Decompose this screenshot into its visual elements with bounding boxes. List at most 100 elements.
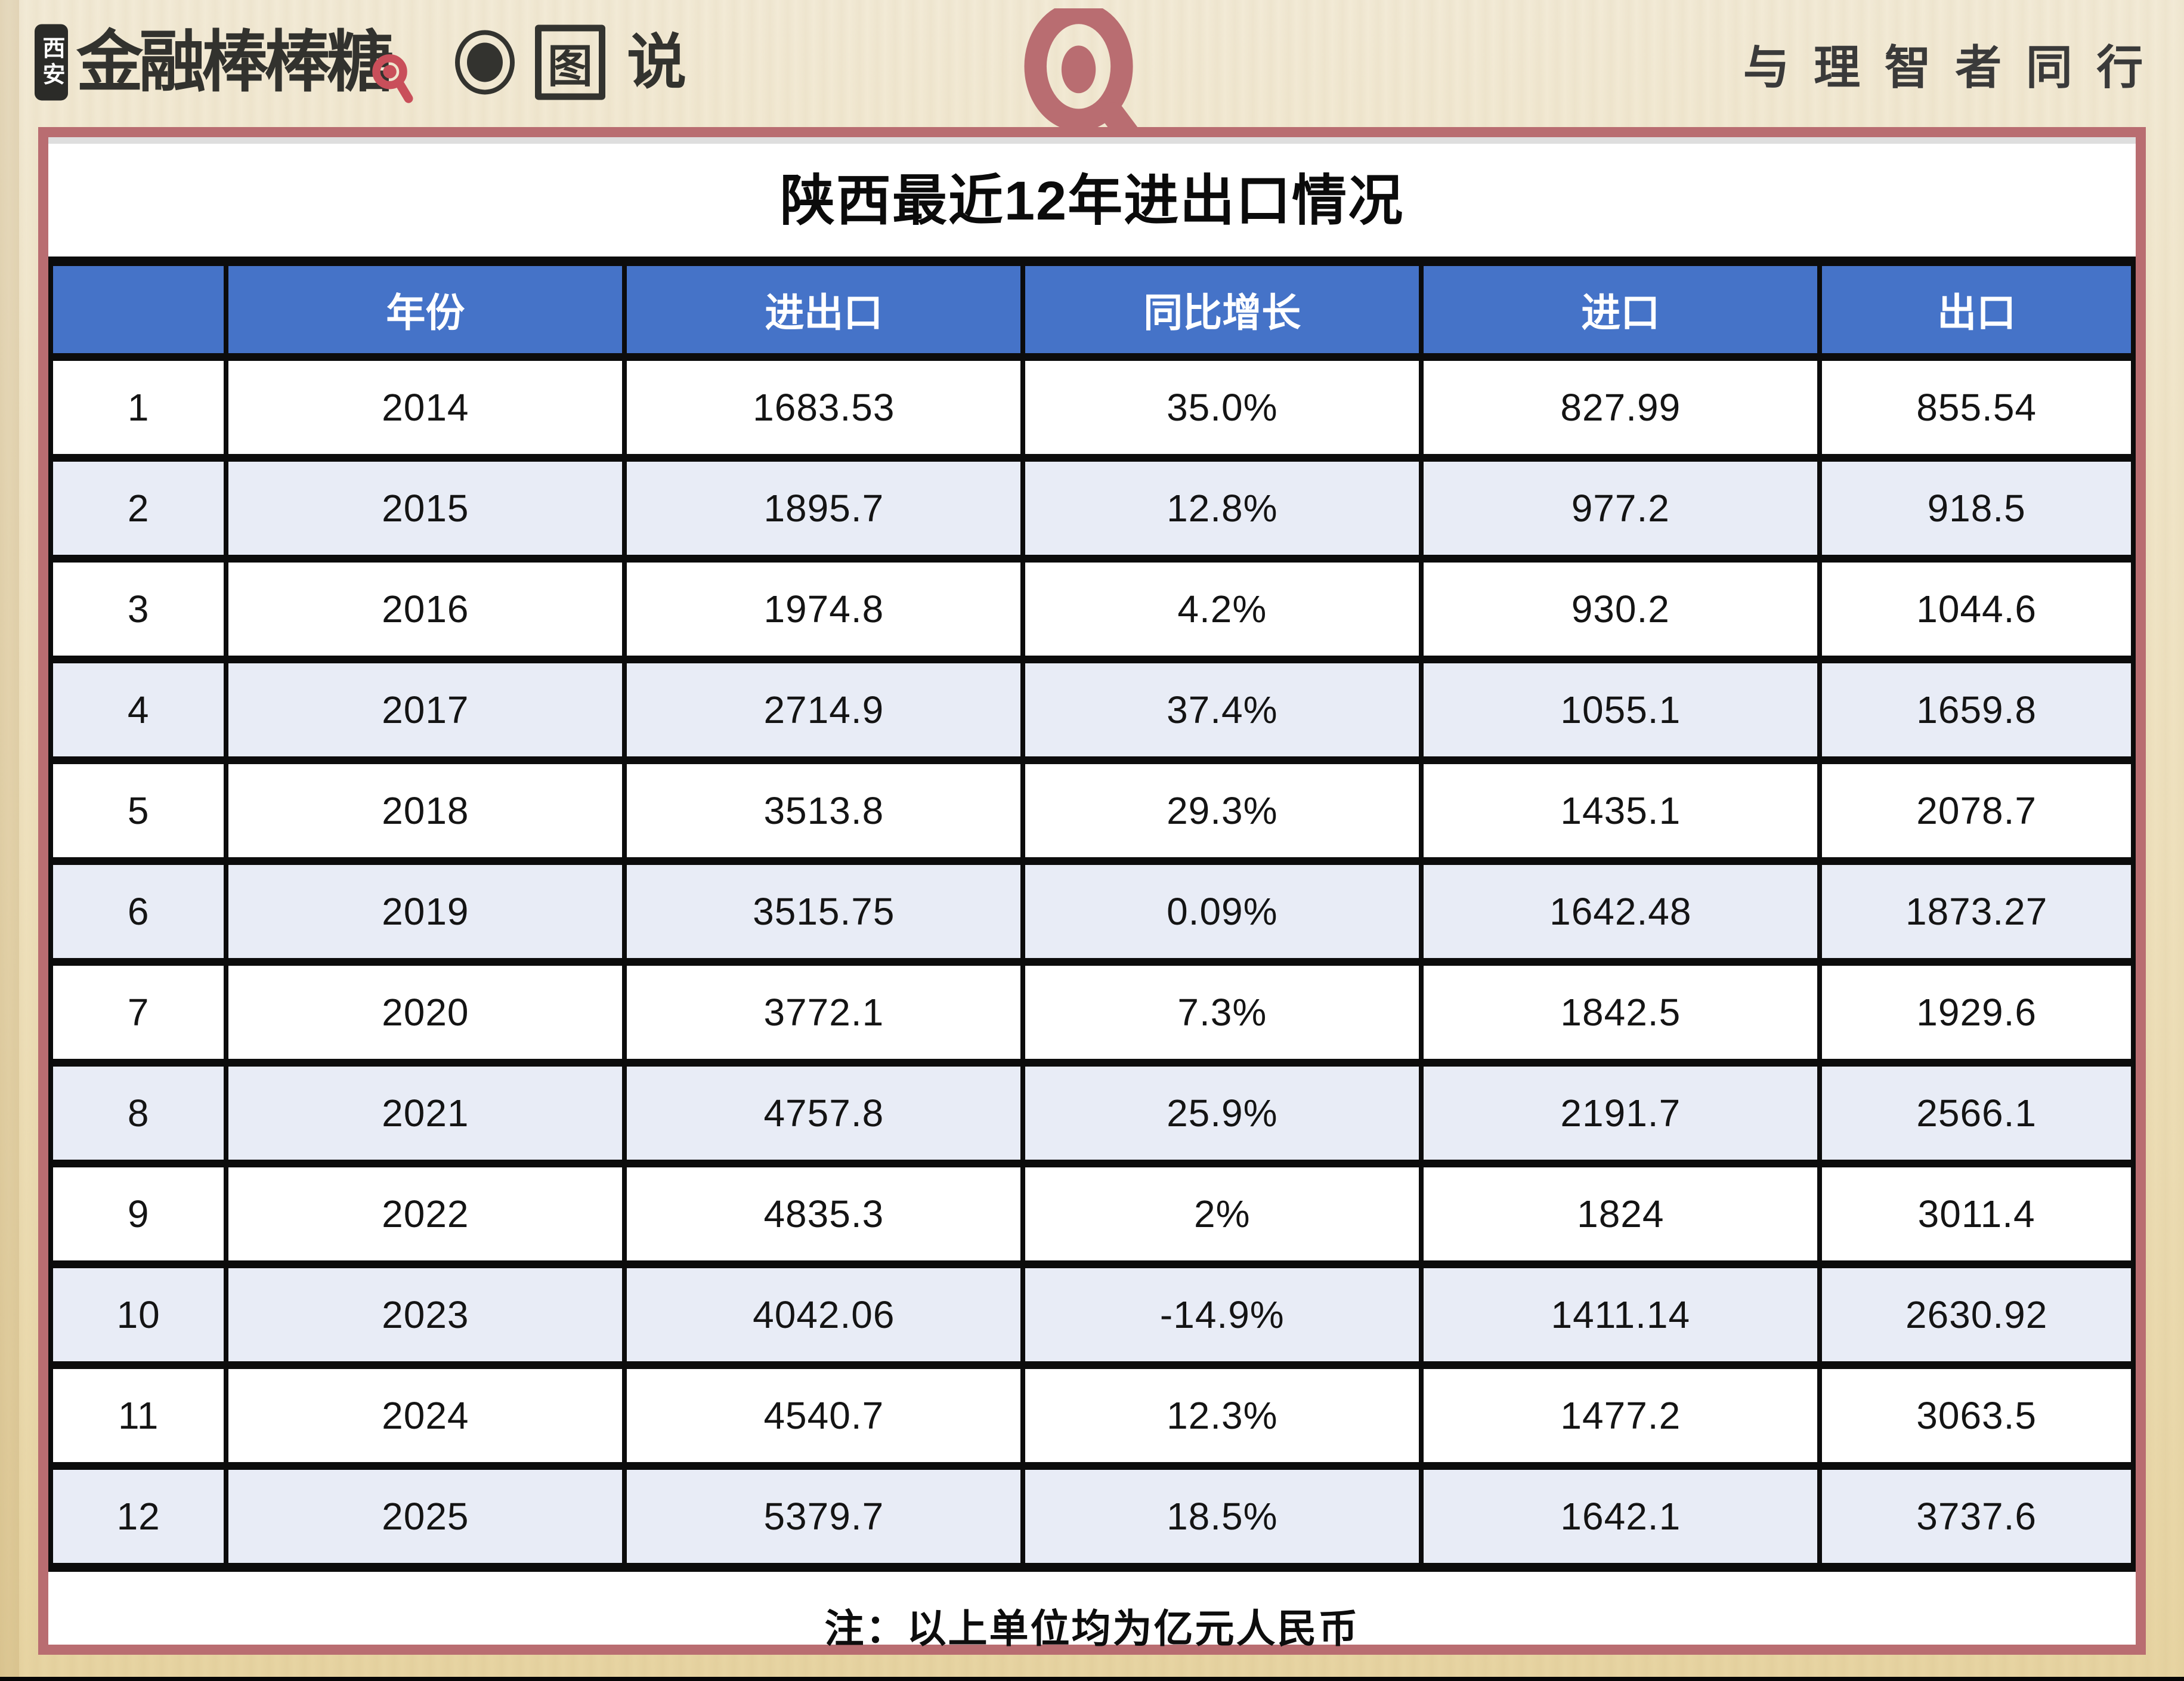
brand-logo: 西安 金融棒棒糖 图 说 [35,23,686,103]
table-row: 9 2022 4835.3 2% 1824 3011.4 [48,1160,2136,1269]
table-cell: 2% [1020,1160,1424,1269]
table-cell: 2025 [224,1462,627,1572]
table-cell: 2191.7 [1419,1059,1823,1168]
table-cell: 1929.6 [1817,958,2136,1067]
target-dot-icon [455,29,515,94]
table-cell: 1435.1 [1419,756,1823,866]
card-top-edge [48,137,2136,144]
table-cell: 1683.53 [622,353,1026,462]
table-cell: 9 [48,1160,229,1269]
table-cell: 7 [48,958,229,1067]
slogan-text: 与理智者同行 [1743,41,2167,94]
table-cell: 0.09% [1020,857,1424,966]
table-row: 5 2018 3513.8 29.3% 1435.1 2078.7 [48,756,2136,866]
table-cell: 2015 [224,454,627,563]
table-cell: 3772.1 [622,958,1026,1067]
table-cell: 18.5% [1020,1462,1424,1572]
table-cell: 1842.5 [1419,958,1823,1067]
table-cell: 6 [48,857,229,966]
table-row: 7 2020 3772.1 7.3% 1842.5 1929.6 [48,958,2136,1067]
table-row: 2 2015 1895.7 12.8% 977.2 918.5 [48,454,2136,563]
table-cell: 5379.7 [622,1462,1026,1572]
column-header: 进出口 [622,257,1026,361]
table-cell: 3063.5 [1817,1361,2136,1470]
column-header: 出口 [1817,257,2136,361]
table-cell: 2714.9 [622,656,1026,765]
table-cell: 3011.4 [1817,1160,2136,1269]
table-cell: 1411.14 [1419,1260,1823,1370]
table-cell: 2018 [224,756,627,866]
table-cell: 29.3% [1020,756,1424,866]
table-cell: 2019 [224,857,627,966]
table-cell: 1659.8 [1817,656,2136,765]
import-export-table: 年份 进出口 同比增长 进口 出口 1 2014 1683.53 35.0% 827.99 855… [48,257,2136,1572]
column-header: 同比增长 [1020,257,1424,361]
series-char-plain: 说 [627,28,686,95]
table-cell: 2566.1 [1817,1059,2136,1168]
table-row: 12 2025 5379.7 18.5% 1642.1 3737.6 [48,1462,2136,1572]
table-row: 3 2016 1974.8 4.2% 930.2 1044.6 [48,555,2136,664]
table-row: 10 2023 4042.06 -14.9% 1411.14 2630.92 [48,1260,2136,1370]
table-cell: -14.9% [1020,1260,1424,1370]
table-cell: 1895.7 [622,454,1026,563]
table-cell: 2021 [224,1059,627,1168]
table-cell: 1873.27 [1817,857,2136,966]
table-cell: 2023 [224,1260,627,1370]
table-cell: 10 [48,1260,229,1370]
table-cell: 37.4% [1020,656,1424,765]
table-cell: 918.5 [1817,454,2136,563]
table-cell: 12.3% [1020,1361,1424,1470]
table-cell: 2017 [224,656,627,765]
column-header [48,257,229,361]
table-cell: 5 [48,756,229,866]
table-cell: 3513.8 [622,756,1026,866]
table-cell: 2630.92 [1817,1260,2136,1370]
table-cell: 827.99 [1419,353,1823,462]
table-cell: 4 [48,656,229,765]
table-cell: 1055.1 [1419,656,1823,765]
city-badge-label: 西安 [39,35,64,88]
table-cell: 2020 [224,958,627,1067]
table-cell: 1824 [1419,1160,1823,1269]
table-cell: 855.54 [1817,353,2136,462]
table-cell: 12.8% [1020,454,1424,563]
table-cell: 8 [48,1059,229,1168]
table-cell: 1974.8 [622,555,1026,664]
table-cell: 3515.75 [622,857,1026,966]
table-cell: 4042.06 [622,1260,1026,1370]
table-cell: 2078.7 [1817,756,2136,866]
table-cell: 7.3% [1020,958,1424,1067]
table-cell: 25.9% [1020,1059,1424,1168]
mini-magnifier-icon [369,51,416,109]
table-cell: 2 [48,454,229,563]
top-header: 西安 金融棒棒糖 图 说 与理智者同行 [0,0,2184,150]
table-cell: 4540.7 [622,1361,1026,1470]
table-cell: 3737.6 [1817,1462,2136,1572]
table-cell: 3 [48,555,229,664]
table-cell: 35.0% [1020,353,1424,462]
table-title: 陕西最近12年进出口情况 [779,171,1405,231]
screenshot-bottom-edge [0,1677,2184,1681]
column-header: 年份 [224,257,627,361]
table-row: 4 2017 2714.9 37.4% 1055.1 1659.8 [48,656,2136,765]
content-card: 陕西最近12年进出口情况 年份 进出口 同比增长 进口 出口 1 2014 1683.53 3… [38,127,2146,1655]
table-cell: 1477.2 [1419,1361,1823,1470]
table-cell: 2016 [224,555,627,664]
table-row: 1 2014 1683.53 35.0% 827.99 855.54 [48,353,2136,462]
header-row: 年份 进出口 同比增长 进口 出口 [48,257,2136,361]
paper-edge-shade [0,0,19,1681]
table-body: 1 2014 1683.53 35.0% 827.99 855.54 2 2015 1895.7… [48,353,2136,1572]
table-cell: 1642.1 [1419,1462,1823,1572]
table-cell: 4835.3 [622,1160,1026,1269]
table-cell: 11 [48,1361,229,1470]
table-cell: 1 [48,353,229,462]
table-cell: 2022 [224,1160,627,1269]
table-cell: 1044.6 [1817,555,2136,664]
city-badge: 西安 [35,23,68,100]
table-cell: 2014 [224,353,627,462]
table-cell: 977.2 [1419,454,1823,563]
table-cell: 4757.8 [622,1059,1026,1168]
table-row: 11 2024 4540.7 12.3% 1477.2 3063.5 [48,1361,2136,1470]
series-char-boxed: 图 [535,24,605,100]
table-cell: 2024 [224,1361,627,1470]
